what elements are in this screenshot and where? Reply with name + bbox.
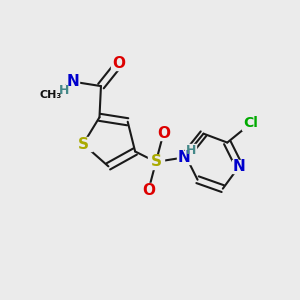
Bar: [232, 160, 246, 173]
Bar: [141, 183, 156, 197]
Text: S: S: [150, 154, 161, 169]
Text: N: N: [66, 74, 79, 89]
Bar: [66, 75, 80, 88]
Text: N: N: [178, 150, 190, 165]
Bar: [148, 155, 164, 169]
Text: CH₃: CH₃: [39, 90, 62, 100]
Text: H: H: [59, 84, 70, 97]
Bar: [58, 85, 70, 96]
Text: H: H: [185, 143, 196, 157]
Text: Cl: Cl: [244, 116, 259, 130]
Bar: [74, 136, 92, 152]
Bar: [242, 117, 260, 130]
Text: N: N: [233, 159, 245, 174]
Bar: [156, 127, 170, 140]
Bar: [185, 144, 196, 156]
Text: O: O: [112, 56, 125, 71]
Text: O: O: [142, 183, 155, 198]
Text: O: O: [157, 126, 170, 141]
Bar: [178, 151, 191, 164]
Bar: [111, 57, 126, 70]
Bar: [39, 88, 62, 102]
Text: S: S: [78, 136, 88, 152]
